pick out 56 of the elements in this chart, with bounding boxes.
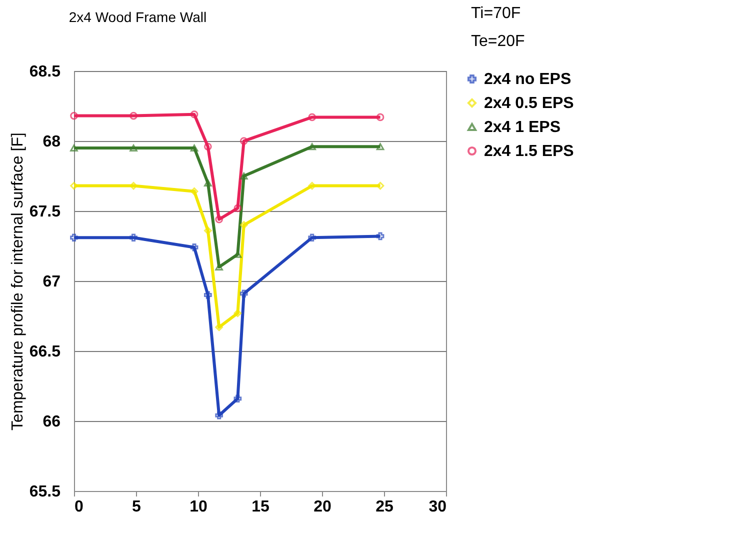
x-tick-label: 0: [74, 498, 84, 516]
point: [240, 137, 248, 145]
legend-label: 2x4 1 EPS: [484, 119, 561, 136]
y-tick-label: 66.5: [29, 344, 61, 360]
point: [240, 172, 248, 180]
point: [204, 180, 212, 186]
y-tick-label: 65.5: [29, 484, 61, 500]
legend-label: 2x4 1.5 EPS: [484, 143, 574, 160]
point: [204, 226, 212, 235]
x-tick-label: 25: [376, 498, 394, 516]
y-tick-label: 68.5: [29, 64, 61, 80]
y-tick-label: 67: [42, 274, 61, 290]
y-tick-label: 68: [42, 134, 61, 150]
point: [308, 143, 316, 150]
x-tick-label: 5: [132, 498, 142, 516]
text: Ti=70F: [471, 5, 521, 22]
point: [130, 144, 138, 152]
point: [190, 110, 198, 118]
point: [376, 143, 384, 150]
point: [376, 182, 384, 190]
point: [190, 144, 198, 152]
legend-label: 2x4 no EPS: [484, 71, 572, 88]
x-tick-label: 30: [428, 498, 447, 516]
point: [130, 234, 138, 242]
point: [70, 112, 78, 120]
y-axis-title: Temperature profile for internal surface [F]: [9, 132, 26, 430]
point: [376, 113, 384, 122]
point: [204, 291, 212, 299]
point: [70, 234, 78, 242]
x-tick-label: 10: [190, 498, 208, 516]
chart-title: 2x4 Wood Frame Wall: [68, 9, 207, 25]
point: [308, 234, 316, 242]
point: [215, 411, 223, 420]
x-tick-label: 15: [252, 498, 270, 516]
x-tick-label: 20: [314, 498, 332, 516]
point: [240, 221, 248, 229]
point: [70, 182, 78, 190]
point: [130, 182, 138, 190]
point: [240, 290, 248, 298]
y-tick-label: 66: [42, 414, 61, 430]
point: [234, 309, 242, 318]
y-tick-label: 67.5: [29, 204, 61, 220]
point: [308, 182, 316, 190]
point: [190, 187, 198, 196]
point: [130, 112, 138, 120]
point: [204, 142, 212, 151]
point: [234, 204, 242, 212]
text: Te=20F: [471, 33, 526, 50]
point: [376, 232, 384, 240]
point: [215, 323, 223, 332]
point: [70, 144, 78, 152]
point: [234, 394, 242, 403]
point: [308, 113, 316, 122]
point: [190, 243, 198, 252]
legend-label: 2x4 0.5 EPS: [484, 95, 574, 112]
point: [215, 215, 223, 224]
